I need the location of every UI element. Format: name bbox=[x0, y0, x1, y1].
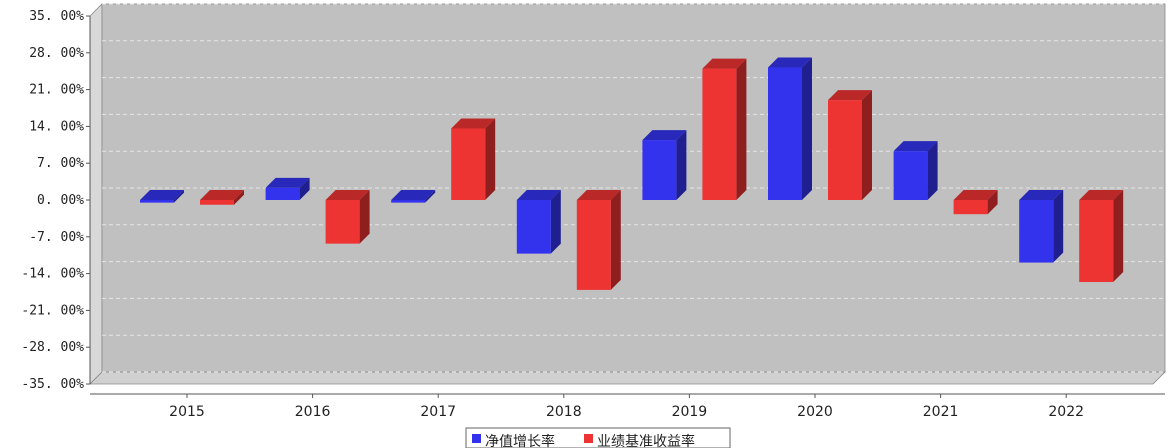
bar-top bbox=[265, 177, 310, 188]
y-tick-label: -7. 00% bbox=[29, 230, 84, 245]
bar-side bbox=[862, 90, 872, 200]
bar-top bbox=[140, 190, 184, 200]
bar-side bbox=[234, 190, 244, 205]
bar-front bbox=[953, 200, 988, 215]
legend-swatch bbox=[584, 434, 593, 443]
bar bbox=[1079, 190, 1124, 283]
bar-side bbox=[485, 118, 496, 200]
bar-side bbox=[174, 190, 184, 203]
y-tick-label: 14. 00% bbox=[29, 119, 84, 134]
bar-front bbox=[702, 68, 737, 200]
x-tick-label: 2021 bbox=[923, 404, 959, 420]
bar-front bbox=[325, 200, 360, 244]
bar-top bbox=[1079, 190, 1124, 200]
bar-top bbox=[451, 118, 496, 129]
bar bbox=[893, 141, 938, 200]
bar-front bbox=[828, 100, 862, 200]
y-tick-label: -35. 00% bbox=[21, 377, 84, 392]
bar-side bbox=[610, 190, 621, 290]
bar-top bbox=[200, 190, 244, 200]
bar-top bbox=[325, 190, 370, 200]
bar bbox=[265, 177, 310, 200]
bar-front bbox=[768, 67, 802, 201]
legend-box bbox=[465, 427, 731, 448]
y-tick-label: 35. 00% bbox=[29, 9, 84, 24]
bar-side bbox=[927, 141, 938, 200]
bar-side bbox=[676, 130, 687, 200]
bar-top bbox=[768, 57, 812, 68]
bar-side bbox=[359, 190, 370, 244]
bar-top bbox=[828, 90, 872, 101]
x-tick-label: 2015 bbox=[169, 404, 205, 420]
y-tick-label: 28. 00% bbox=[29, 46, 84, 61]
bar-front bbox=[265, 187, 300, 200]
bar-side bbox=[425, 190, 436, 203]
bar-side bbox=[550, 190, 561, 254]
bar bbox=[828, 90, 872, 200]
bar-side bbox=[299, 177, 310, 200]
bar bbox=[516, 190, 561, 254]
bar bbox=[702, 58, 747, 201]
bar bbox=[642, 130, 687, 200]
bar-front bbox=[642, 140, 677, 200]
bar bbox=[140, 190, 184, 203]
bar-top bbox=[391, 190, 436, 200]
bar-front bbox=[391, 200, 426, 203]
x-tick-label: 2022 bbox=[1048, 404, 1084, 420]
bar-front bbox=[516, 200, 551, 254]
bar-front bbox=[451, 128, 486, 200]
bar-side bbox=[802, 57, 812, 200]
legend-swatch bbox=[472, 434, 481, 443]
x-tick-label: 2020 bbox=[797, 404, 833, 420]
bar-side bbox=[987, 190, 998, 215]
bar-top bbox=[953, 190, 998, 200]
left-wall bbox=[89, 3, 103, 385]
y-tick-label: 7. 00% bbox=[37, 156, 84, 171]
bar-top bbox=[1019, 190, 1064, 200]
x-tick-label: 2019 bbox=[672, 404, 708, 420]
bar-top bbox=[516, 190, 561, 200]
y-tick-label: -21. 00% bbox=[21, 303, 84, 318]
legend-label: 业绩基准收益率 bbox=[597, 433, 695, 448]
x-tick-label: 2016 bbox=[295, 404, 331, 420]
bar-side bbox=[736, 58, 747, 201]
legend-label: 净值增长率 bbox=[485, 433, 555, 448]
bar-front bbox=[140, 200, 174, 203]
y-tick-label: 21. 00% bbox=[29, 83, 84, 98]
bar-side bbox=[1053, 190, 1064, 263]
bar-front bbox=[200, 200, 234, 205]
bar bbox=[768, 57, 812, 201]
bar-front bbox=[1079, 200, 1114, 283]
bar-front bbox=[576, 200, 611, 290]
bar bbox=[953, 190, 998, 215]
bar bbox=[200, 190, 244, 205]
bar bbox=[391, 190, 436, 203]
bar-front bbox=[1019, 200, 1054, 263]
bar-front bbox=[893, 151, 928, 200]
y-tick-label: 0. 00% bbox=[37, 193, 84, 208]
bar-top bbox=[702, 58, 747, 69]
y-tick-label: -14. 00% bbox=[21, 267, 84, 282]
floor bbox=[89, 371, 1166, 385]
bar bbox=[451, 118, 496, 200]
legend: 净值增长率 业绩基准收益率 bbox=[465, 427, 731, 448]
bar bbox=[576, 190, 621, 290]
bar bbox=[1019, 190, 1064, 263]
bar bbox=[325, 190, 370, 244]
bar-top bbox=[893, 141, 938, 152]
y-tick-label: -28. 00% bbox=[21, 340, 84, 355]
x-tick-label: 2018 bbox=[546, 404, 582, 420]
x-tick-label: 2017 bbox=[420, 404, 456, 420]
bar-top bbox=[576, 190, 621, 200]
bar-top bbox=[642, 130, 687, 141]
bar-side bbox=[1113, 190, 1124, 283]
